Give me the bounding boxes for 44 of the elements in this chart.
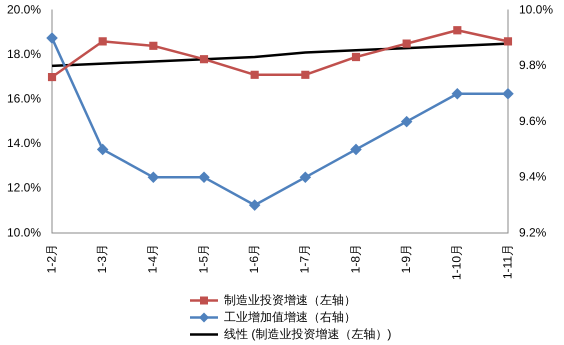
y-tick-label: 10.0% xyxy=(6,225,42,240)
point xyxy=(502,88,514,99)
x-tick-label: 1-11月 xyxy=(500,244,514,280)
x-tick-label: 1-8月 xyxy=(348,244,362,274)
x-tick-label: 1-4月 xyxy=(146,244,160,274)
legend-label: 工业增加值增速（右轴） xyxy=(224,310,356,324)
x-tick-label: 1-10月 xyxy=(450,244,464,280)
y-tick-label: 12.0% xyxy=(6,180,42,195)
point xyxy=(352,52,360,62)
point xyxy=(148,172,159,183)
y-tick-label: 18.0% xyxy=(6,47,42,62)
x-tick-label: 1-9月 xyxy=(398,244,413,274)
point xyxy=(98,37,107,46)
point xyxy=(402,40,411,48)
point xyxy=(452,88,463,99)
point xyxy=(504,37,512,46)
y-tick-label: 14.0% xyxy=(6,136,42,150)
x-tick-label: 1-5月 xyxy=(196,244,210,274)
x-tick-label: 1-2月 xyxy=(44,244,58,274)
y2-tick-label: 9.6% xyxy=(518,114,547,128)
point xyxy=(97,144,108,155)
y-tick-label: 20.0% xyxy=(6,2,42,17)
y-tick-label: 16.0% xyxy=(6,92,42,106)
x-tick-label: 1-3月 xyxy=(95,244,109,274)
point xyxy=(249,200,260,210)
y2-tick-label: 9.8% xyxy=(518,58,547,72)
y2-tick-label: 9.2% xyxy=(518,225,547,240)
point xyxy=(149,42,158,50)
point xyxy=(350,144,362,155)
x-tick-label: 1-6月 xyxy=(246,244,261,274)
point xyxy=(250,70,259,79)
point xyxy=(300,172,311,183)
point xyxy=(48,72,56,82)
y2-tick-label: 10.0% xyxy=(518,2,554,17)
point xyxy=(301,70,310,79)
legend-label: 制造业投资增速（左轴） xyxy=(224,292,356,307)
legend-label: 线性 (制造业投资增速（左轴）) xyxy=(224,326,392,341)
x-tick-label: 1-7月 xyxy=(298,244,312,274)
point xyxy=(453,26,462,34)
point xyxy=(198,172,210,183)
point xyxy=(46,32,58,44)
y2-tick-label: 9.4% xyxy=(518,170,547,184)
point xyxy=(200,55,208,64)
point xyxy=(401,116,412,127)
